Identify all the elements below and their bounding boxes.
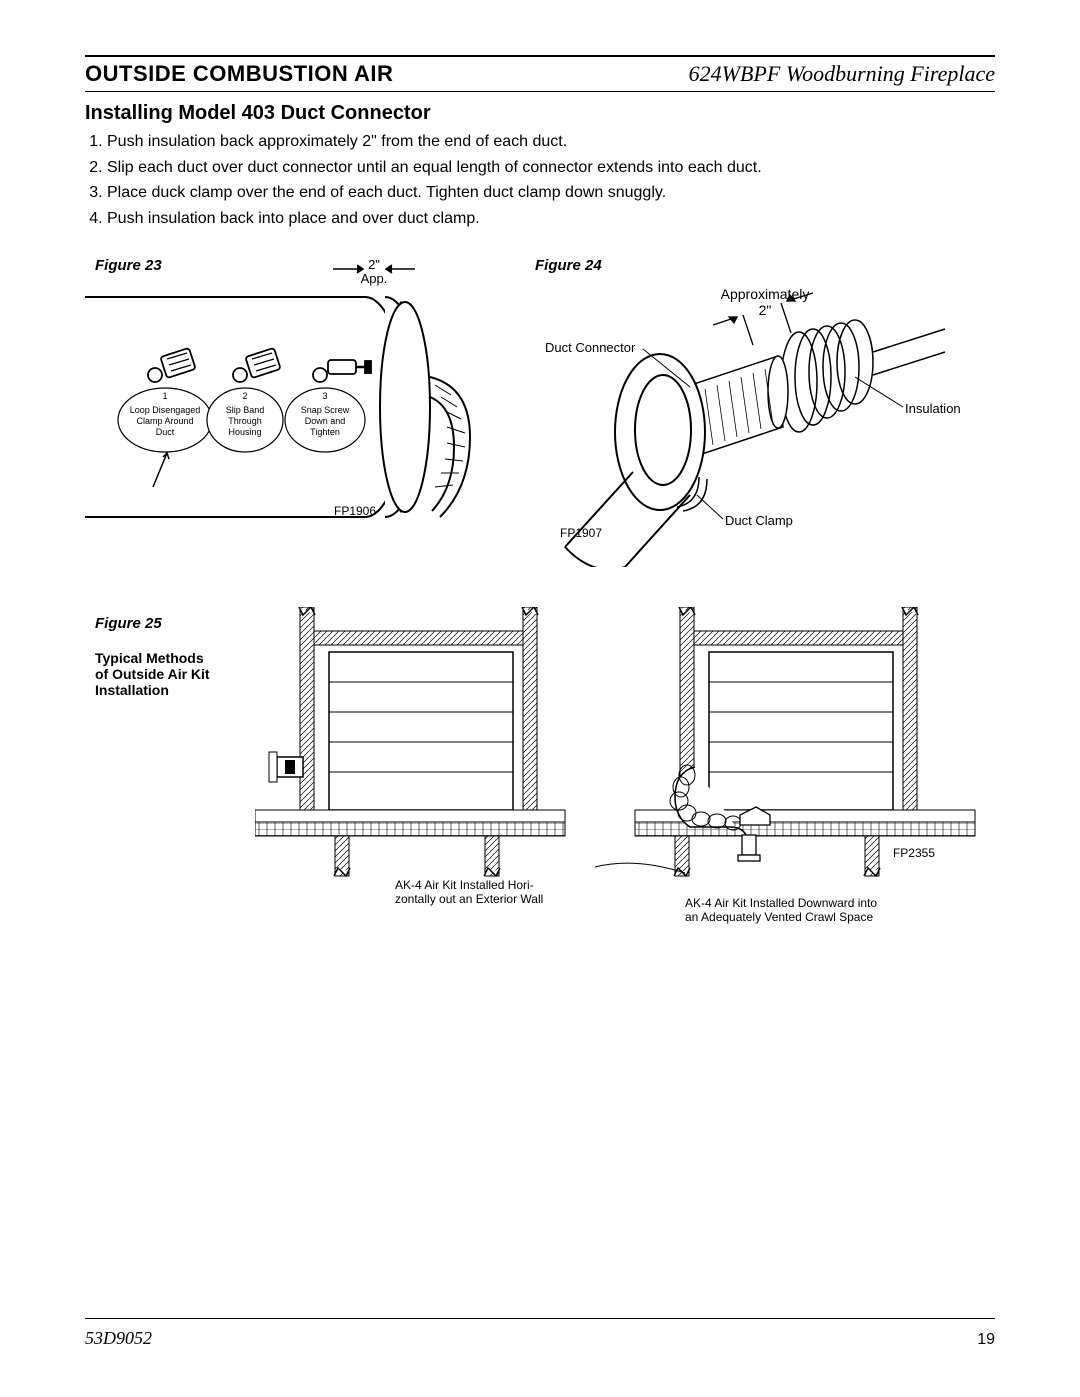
instructions-list: Push insulation back approximately 2" fr… [85, 131, 995, 229]
section-title: OUTSIDE COMBUSTION AIR [85, 61, 393, 87]
figure-24-svg: Approximately 2" [525, 257, 995, 567]
figure-24-label: Figure 24 [535, 257, 602, 274]
fig23-s3l2: Down and [305, 416, 346, 426]
fig23-s1l2: Clamp Around [136, 416, 193, 426]
fig23-s3l1: Snap Screw [301, 405, 350, 415]
instruction-1: Push insulation back approximately 2" fr… [107, 131, 995, 153]
page-number: 19 [977, 1331, 995, 1349]
fig23-s3l3: Tighten [310, 427, 340, 437]
instruction-2: Slip each duct over duct connector until… [107, 157, 995, 179]
fig24-approx1: Approximately [721, 286, 810, 302]
fig23-dim: 2" [368, 257, 380, 272]
fig23-s2l2: Through [228, 416, 262, 426]
fig23-step2-num: 2 [242, 391, 247, 401]
top-rule-1 [85, 55, 995, 57]
figure-25-label: Figure 25 [95, 615, 255, 632]
footer-row: 53D9052 19 [85, 1328, 995, 1349]
fig23-s2l3: Housing [228, 427, 261, 437]
fig23-step3-num: 3 [322, 391, 327, 401]
fig23-s1l3: Duct [156, 427, 175, 437]
fig25-right-cap2: an Adequately Vented Crawl Space [685, 910, 873, 924]
figure-24: Figure 24 Approximately 2" [525, 257, 995, 567]
instruction-4: Push insulation back into place and over… [107, 208, 995, 230]
fig25-left-cap1: AK-4 Air Kit Installed Hori- [395, 878, 534, 892]
fig23-s1l1: Loop Disengaged [130, 405, 201, 415]
product-title: 624WBPF Woodburning Fireplace [689, 61, 995, 87]
fig23-step1-num: 1 [162, 391, 167, 401]
fig24-code: FP1907 [560, 526, 602, 540]
figures-row-1: Figure 23 2" App. [85, 257, 995, 567]
header-row: OUTSIDE COMBUSTION AIR 624WBPF Woodburni… [85, 61, 995, 87]
fig25-code: FP2355 [893, 846, 935, 860]
doc-id: 53D9052 [85, 1328, 152, 1349]
sub-heading: Installing Model 403 Duct Connector [85, 102, 995, 125]
fig24-duct-clamp: Duct Clamp [725, 513, 793, 528]
top-rule-2 [85, 91, 995, 92]
fig25-note-1: Typical Methods [95, 650, 255, 666]
fig25-note-2: of Outside Air Kit [95, 666, 255, 682]
fig23-code: FP1906 [334, 504, 376, 518]
fig23-dim-sub: App. [361, 271, 388, 286]
fig24-insulation: Insulation [905, 401, 961, 416]
figure-25-sidebar: Figure 25 Typical Methods of Outside Air… [85, 607, 255, 937]
figure-23-label: Figure 23 [95, 257, 162, 274]
footer-rule [85, 1318, 995, 1319]
fig25-right-cap1: AK-4 Air Kit Installed Downward into [685, 896, 877, 910]
fig24-approx2: 2" [759, 302, 772, 318]
figure-25-svg: AK-4 Air Kit Installed Hori- zontally ou… [255, 607, 995, 937]
fig24-duct-connector: Duct Connector [545, 340, 636, 355]
figure-23-svg: 2" App. [85, 257, 515, 557]
instruction-3: Place duck clamp over the end of each du… [107, 182, 995, 204]
figure-23: Figure 23 2" App. [85, 257, 515, 557]
fig25-left-cap2: zontally out an Exterior Wall [395, 892, 543, 906]
figure-25-row: Figure 25 Typical Methods of Outside Air… [85, 607, 995, 937]
fig25-note-3: Installation [95, 682, 255, 698]
fig23-s2l1: Slip Band [226, 405, 265, 415]
page: OUTSIDE COMBUSTION AIR 624WBPF Woodburni… [0, 0, 1080, 1397]
